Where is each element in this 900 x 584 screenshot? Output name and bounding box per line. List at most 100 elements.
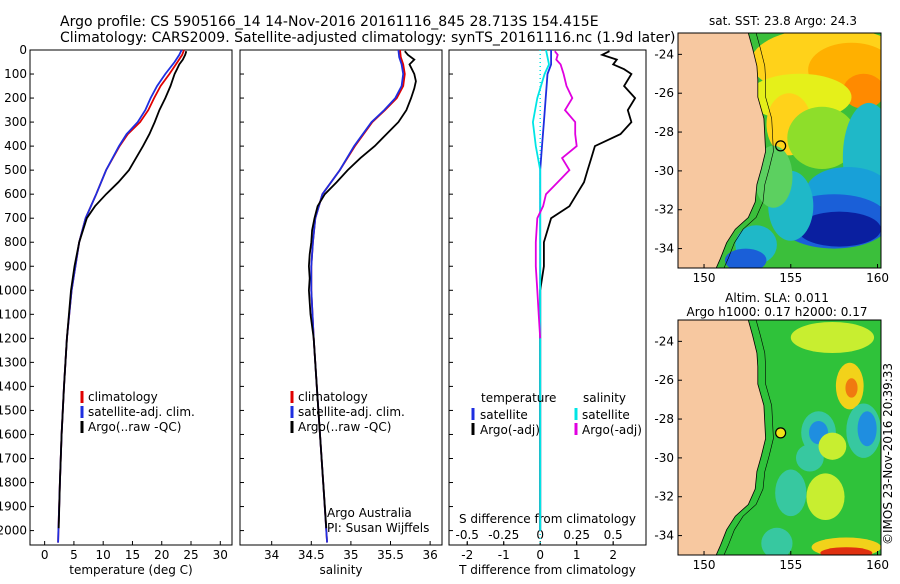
y-tick-label: 1300: [0, 355, 27, 369]
sst-field-patch: [724, 248, 767, 268]
legend-label: satellite-adj. clim.: [88, 405, 195, 419]
y-tick-label: 1200: [0, 331, 27, 345]
map-frame: [677, 32, 882, 269]
y-tick-label: 1000: [0, 283, 27, 297]
x-tick-label: -1: [498, 548, 510, 562]
map-y-tick-label: -34: [654, 242, 674, 256]
y-tick-label: 900: [4, 259, 27, 273]
legend-label: climatology: [88, 390, 158, 404]
difference-panel: -2 -1 0 1 2T difference from climatology -0.5…: [448, 49, 647, 577]
map-y-tick-label: -32: [654, 203, 674, 217]
y-tick-label: 1900: [0, 500, 27, 514]
sla-field-patch: [818, 432, 847, 460]
sla-field-patch: [820, 547, 873, 555]
x-tick-label: 0: [41, 548, 49, 562]
series-line-argo-raw-qc-: [307, 50, 417, 529]
y-tick-label: 0: [19, 43, 27, 57]
x-tick-label: 15: [125, 548, 140, 562]
x-tick-label: 25: [183, 548, 198, 562]
map-y-tick-label: -26: [654, 86, 674, 100]
annotation-text: Argo Australia: [327, 506, 412, 520]
y-tick-label: 500: [4, 163, 27, 177]
x-axis-label: T difference from climatology: [458, 563, 636, 577]
sst-field-patch: [797, 211, 881, 247]
legend-label: satellite-adj. clim.: [298, 405, 405, 419]
legend-label: satellite: [480, 408, 528, 422]
legend-label: climatology: [298, 390, 368, 404]
x-tick-label: 20: [154, 548, 169, 562]
map-y-tick-label: -30: [654, 451, 674, 465]
temperature-panel: 0100200300400500600700800900100011001200…: [0, 43, 233, 577]
sla-map-title-line-2: Argo h1000: 0.17 h2000: 0.17: [687, 305, 868, 319]
sla-field-patch: [790, 321, 875, 354]
plot-frame: [239, 49, 443, 546]
series-line-salinity-argo-adj-: [534, 50, 578, 339]
sst-field-patch: [787, 106, 857, 169]
legend-label: Argo(..raw -QC): [88, 420, 181, 434]
x-axis-label: temperature (deg C): [69, 563, 192, 577]
plot-frame: [448, 49, 647, 546]
map-y-tick-label: -32: [654, 490, 674, 504]
argo-float-marker: [775, 140, 787, 152]
x-tick-label: 10: [96, 548, 111, 562]
y-tick-label: 1500: [0, 403, 27, 417]
map-y-tick-label: -28: [654, 125, 674, 139]
x-axis-label: salinity: [319, 563, 362, 577]
map-y-tick-label: -24: [654, 334, 674, 348]
sla-map-title-line-1: Altim. SLA: 0.011: [725, 291, 829, 305]
y-tick-label: 1400: [0, 379, 27, 393]
x-tick-label: 0: [536, 548, 544, 562]
y-tick-label: 800: [4, 235, 27, 249]
y-tick-label: 600: [4, 187, 27, 201]
y-tick-label: 1600: [0, 427, 27, 441]
argo-float-marker: [775, 427, 787, 439]
x-tick-label: 34: [264, 548, 279, 562]
map-x-tick-label: 150: [693, 271, 716, 285]
map-x-tick-label: 155: [779, 271, 802, 285]
s-tick-label: -0.5: [456, 528, 479, 542]
series-line-salinity-satellite: [531, 49, 550, 531]
y-tick-label: 1100: [0, 307, 27, 321]
land-mass: [678, 320, 767, 555]
sla-field-patch: [806, 473, 845, 521]
header-line-1: Argo profile: CS 5905166_14 14-Nov-2016 …: [60, 14, 599, 30]
legend-title-salinity: salinity: [583, 391, 626, 405]
y-tick-label: 1800: [0, 476, 27, 490]
x-tick-label: 36: [422, 548, 437, 562]
y-tick-label: 1700: [0, 451, 27, 465]
sla-field-patch: [761, 527, 793, 555]
y-tick-label: 400: [4, 139, 27, 153]
header-line-2: Climatology: CARS2009. Satellite-adjuste…: [60, 30, 675, 46]
x-tick-label: 5: [70, 548, 78, 562]
map-y-tick-label: -26: [654, 373, 674, 387]
shelf-contour: [723, 33, 774, 268]
sst-field-patch: [842, 73, 881, 109]
map-y-tick-label: -34: [654, 529, 674, 543]
salinity-panel: 34 34.5 35 35.5 36 salinity climatologysatelli…: [239, 49, 443, 577]
x-tick-label: 1: [573, 548, 581, 562]
y-tick-label: 200: [4, 91, 27, 105]
y-tick-label: 300: [4, 115, 27, 129]
legend-label: Argo(..raw -QC): [298, 420, 391, 434]
map-x-tick-label: 150: [693, 558, 716, 572]
sla-field-patch: [857, 411, 877, 447]
y-tick-label: 100: [4, 67, 27, 81]
series-line-temperature-argo-adj-: [539, 50, 637, 531]
annotation-text: PI: Susan Wijffels: [327, 521, 429, 535]
x-tick-label: -2: [461, 548, 473, 562]
sla-field-patch: [845, 378, 858, 398]
x-tick-label: 35: [343, 548, 358, 562]
sla-field-patch: [775, 469, 807, 517]
sst-map-title: sat. SST: 23.8 Argo: 24.3: [709, 14, 857, 28]
s-tick-label: 0.5: [604, 528, 623, 542]
map-x-tick-label: 155: [779, 558, 802, 572]
legend-title-temperature: temperature: [481, 391, 556, 405]
legend-label: Argo(-adj): [480, 423, 540, 437]
y-tick-label: 2000: [0, 524, 27, 538]
x-tick-label: 30: [213, 548, 228, 562]
s-tick-label: 0.25: [563, 528, 590, 542]
s-tick-label: -0.25: [488, 528, 519, 542]
sla-field-patch: [795, 444, 824, 472]
map-y-tick-label: -28: [654, 412, 674, 426]
legend-label: Argo(-adj): [582, 423, 642, 437]
